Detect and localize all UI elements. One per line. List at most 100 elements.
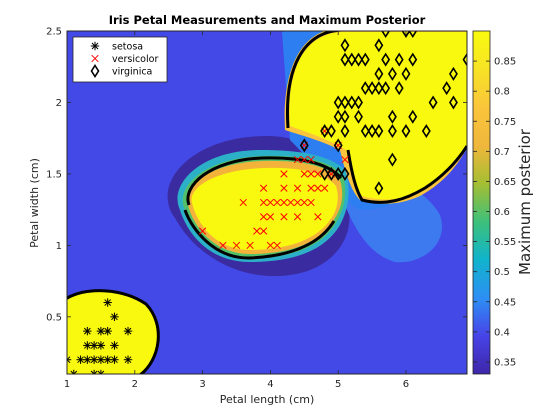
virginica-point [381, 81, 391, 96]
virginica-point [347, 52, 357, 67]
legend-label-setosa: setosa [112, 42, 143, 53]
virginica-point [374, 38, 384, 53]
virginica-point [387, 66, 397, 81]
virginica-point [333, 166, 343, 181]
virginica-point [347, 95, 357, 110]
versicolor-point [259, 198, 268, 207]
virginica-point [360, 124, 370, 139]
setosa-point [67, 355, 72, 364]
versicolor-point [266, 198, 275, 207]
y-tick-label: 1.5 [46, 169, 62, 180]
virginica-point [374, 66, 384, 81]
virginica-point [401, 66, 411, 81]
virginica-point [367, 124, 377, 139]
versicolor-point [280, 198, 288, 207]
virginica-point [401, 31, 411, 38]
virginica-point [387, 152, 397, 167]
virginica-point [360, 52, 370, 67]
colorbar-tick-label: 0.4 [494, 327, 510, 338]
legend-marker-virginica [90, 64, 100, 78]
virginica-point [340, 38, 350, 53]
virginica-point [320, 124, 330, 139]
versicolor-point [314, 213, 322, 221]
versicolor-point [300, 198, 308, 207]
virginica-point [448, 66, 458, 81]
versicolor-point [232, 241, 241, 250]
colorbar-tick-label: 0.45 [494, 297, 516, 308]
versicolor-point [273, 198, 281, 207]
virginica-point [360, 81, 370, 96]
versicolor-point [280, 213, 288, 221]
virginica-point [381, 31, 391, 38]
virginica-point [326, 124, 336, 139]
versicolor-point [280, 170, 288, 178]
virginica-point [299, 138, 309, 153]
virginica-point [354, 52, 363, 67]
virginica-point [387, 109, 397, 124]
legend-marker-versicolor [91, 54, 99, 63]
versicolor-point [266, 213, 275, 221]
versicolor-point [293, 213, 302, 221]
versicolor-point [300, 170, 308, 178]
virginica-point [340, 109, 350, 124]
virginica-point [340, 166, 350, 181]
virginica-point [428, 95, 438, 110]
versicolor-point [287, 198, 295, 207]
virginica-point [462, 52, 467, 67]
chart-title: Iris Petal Measurements and Maximum Post… [109, 13, 426, 27]
setosa-point [83, 326, 92, 336]
virginica-point [367, 81, 377, 96]
virginica-point [442, 81, 452, 96]
versicolor-point [307, 198, 315, 207]
virginica-point [421, 124, 431, 139]
colorbar-tick-label: 0.55 [494, 237, 516, 248]
y-tick-label: 1 [56, 241, 62, 252]
versicolor-point [314, 170, 322, 178]
virginica-point [394, 52, 404, 67]
data-markers [67, 31, 467, 374]
versicolor-point [307, 170, 315, 178]
x-tick-label: 1 [64, 379, 70, 390]
virginica-point [408, 31, 418, 38]
setosa-point [110, 355, 119, 364]
versicolor-point [246, 241, 254, 250]
virginica-point [340, 52, 350, 67]
virginica-point [401, 124, 411, 139]
versicolor-point [300, 155, 308, 164]
versicolor-point [293, 155, 302, 164]
versicolor-point [273, 241, 281, 250]
x-tick-label: 4 [267, 379, 273, 390]
versicolor-point [253, 227, 261, 235]
legend-marker-setosa [90, 41, 100, 51]
x-tick-label: 5 [335, 379, 341, 390]
setosa-point [123, 355, 133, 364]
virginica-point [374, 181, 384, 196]
y-tick-label: 2.5 [46, 27, 62, 38]
versicolor-point [341, 155, 349, 164]
plot-frame [66, 30, 468, 375]
colorbar-tick-label: 0.8 [494, 87, 510, 98]
setosa-point [103, 298, 112, 307]
virginica-point [448, 95, 458, 110]
virginica-point [333, 95, 343, 110]
virginica-point [340, 124, 350, 139]
versicolor-point [259, 227, 268, 235]
versicolor-point [239, 198, 247, 207]
x-tick-label: 2 [132, 379, 138, 390]
x-tick-label: 6 [403, 379, 409, 390]
versicolor-point [280, 184, 288, 192]
virginica-point [408, 52, 418, 67]
colorbar: 0.350.40.450.50.550.60.650.70.750.80.85 … [472, 30, 534, 375]
versicolor-point [320, 184, 329, 192]
setosa-point [123, 326, 133, 336]
y-tick-label: 0.5 [46, 312, 62, 323]
virginica-point [387, 124, 397, 139]
versicolor-point [259, 184, 268, 192]
virginica-point [374, 124, 384, 139]
y-axis: 0.5 1 1.5 2 2.5 [46, 27, 467, 323]
versicolor-point [198, 227, 207, 235]
setosa-point [110, 341, 119, 350]
versicolor-point [307, 184, 315, 192]
